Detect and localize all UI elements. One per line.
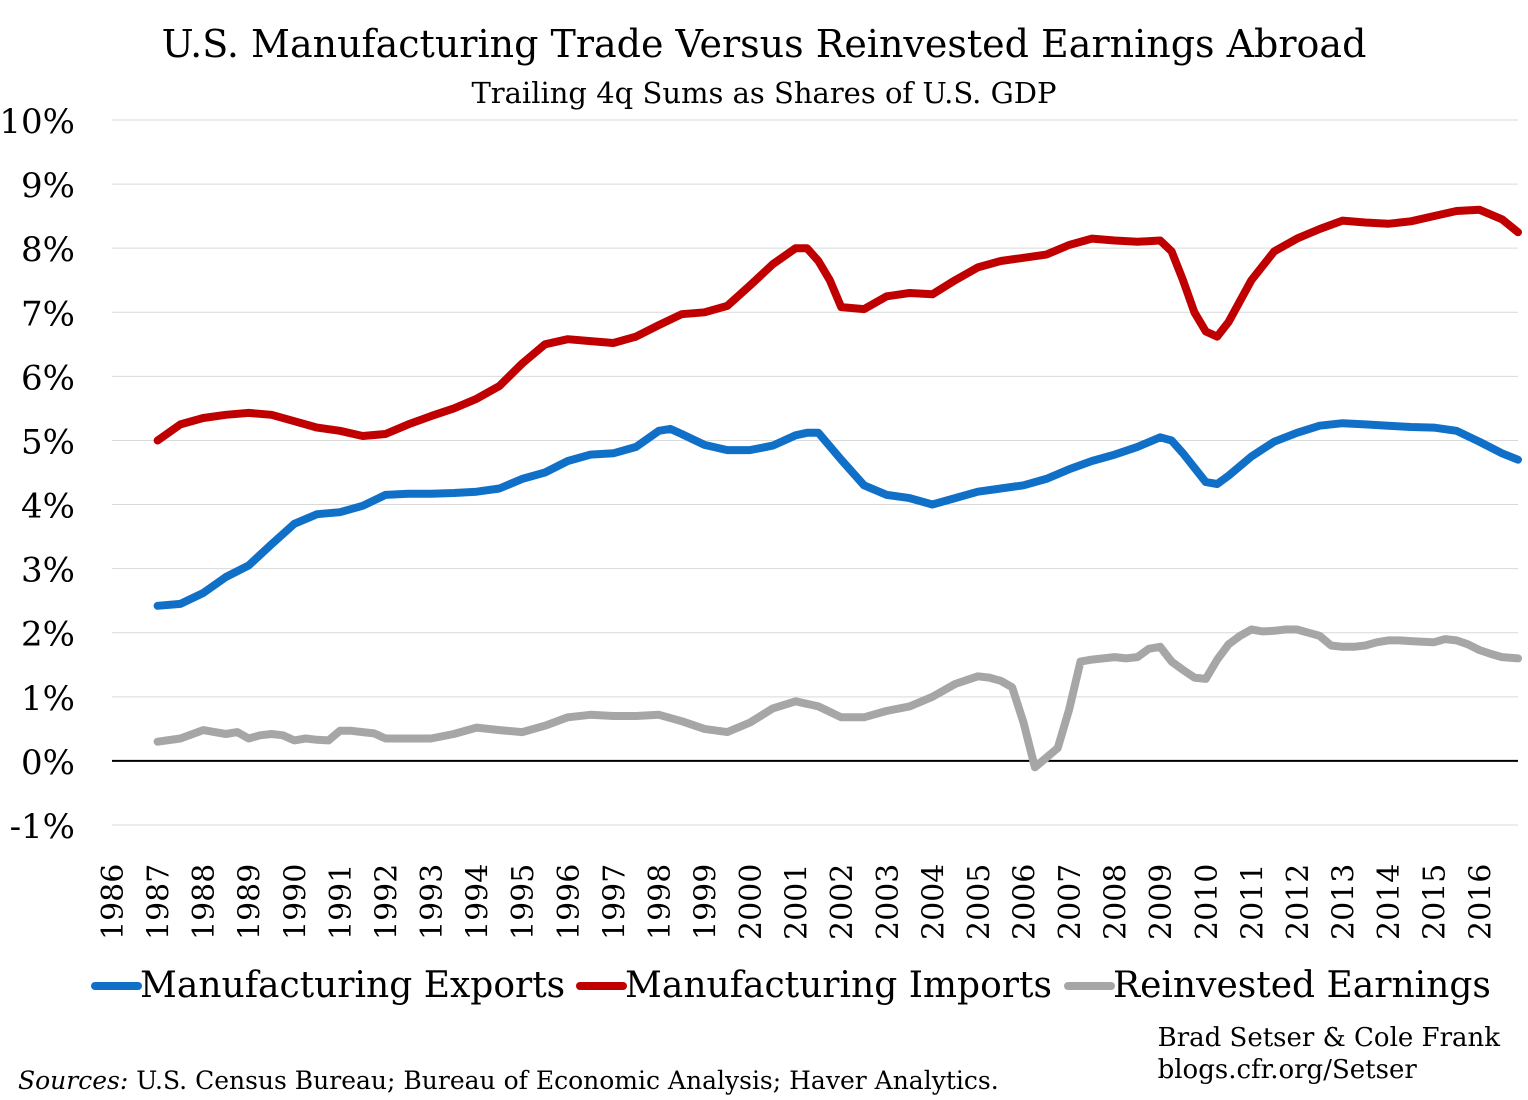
- x-tick-label: 2004: [916, 864, 951, 940]
- x-tick-label: 2015: [1418, 864, 1453, 940]
- y-axis-tick-labels: 10% 9% 8% 7% 6% 5% 4% 3% 2% 1% 0% -1%: [0, 102, 75, 847]
- credit-url: blogs.cfr.org/Setser: [1157, 1055, 1417, 1085]
- x-tick-label: 1997: [597, 864, 632, 940]
- credit-authors: Brad Setser & Cole Frank: [1157, 1023, 1500, 1053]
- x-tick-label: 2016: [1463, 864, 1498, 940]
- x-tick-label: 2003: [871, 864, 906, 940]
- y-tick-label: 8%: [21, 230, 75, 270]
- x-tick-label: 1995: [506, 864, 541, 940]
- y-tick-label: 7%: [21, 294, 75, 334]
- y-tick-label: 2%: [21, 615, 75, 655]
- y-tick-label: 3%: [21, 551, 75, 591]
- y-tick-label: 4%: [21, 487, 75, 527]
- x-tick-label: 1993: [415, 864, 450, 940]
- y-tick-label: 0%: [21, 743, 75, 783]
- x-tick-label: 1999: [688, 864, 723, 940]
- series-line-manufacturing-exports: [153, 419, 1522, 610]
- sources-text: U.S. Census Bureau; Bureau of Economic A…: [128, 1066, 999, 1095]
- x-tick-label: 1992: [369, 864, 404, 940]
- x-tick-label: 2001: [780, 864, 815, 940]
- x-tick-label: 2002: [825, 864, 860, 940]
- x-tick-label: 1987: [142, 864, 177, 940]
- x-axis-tick-labels: 1986 1987 1988 1989 1990 1991 1992 1993 1994 1995…: [96, 864, 1498, 940]
- y-tick-label: 9%: [21, 166, 75, 206]
- legend-label: Manufacturing Exports: [140, 965, 565, 1006]
- x-tick-label: 1989: [233, 864, 268, 940]
- x-tick-label: 1991: [324, 864, 359, 940]
- y-tick-label: 1%: [21, 679, 75, 719]
- x-tick-label: 2010: [1190, 864, 1225, 940]
- y-tick-label: 6%: [21, 358, 75, 398]
- series-line-reinvested-earnings: [153, 625, 1522, 772]
- x-tick-label: 2007: [1053, 864, 1088, 940]
- chart-subtitle: Trailing 4q Sums as Shares of U.S. GDP: [471, 76, 1056, 110]
- x-tick-label: 1996: [552, 864, 587, 940]
- y-tick-label: -1%: [10, 807, 75, 847]
- x-tick-label: 2012: [1281, 864, 1316, 940]
- x-tick-label: 1990: [278, 864, 313, 940]
- sources-lead: Sources:: [18, 1066, 129, 1095]
- series-lines: [153, 205, 1522, 772]
- sources-note: Sources: U.S. Census Bureau; Bureau of E…: [18, 1066, 999, 1095]
- legend: Manufacturing Exports Manufacturing Impor…: [91, 965, 1491, 1006]
- x-tick-label: 2006: [1008, 864, 1043, 940]
- x-tick-label: 2008: [1099, 864, 1134, 940]
- x-tick-label: 1986: [96, 864, 131, 940]
- x-tick-label: 2009: [1144, 864, 1179, 940]
- x-tick-label: 2011: [1235, 864, 1270, 940]
- legend-label: Reinvested Earnings: [1113, 965, 1491, 1006]
- author-credit: Brad Setser & Cole Frank blogs.cfr.org/S…: [1158, 1022, 1500, 1086]
- x-tick-label: 2014: [1372, 864, 1407, 940]
- series-line-manufacturing-imports: [153, 205, 1522, 445]
- x-tick-label: 1994: [461, 864, 496, 940]
- x-tick-label: 2000: [734, 864, 769, 940]
- x-tick-label: 2013: [1327, 864, 1362, 940]
- gridlines: [112, 119, 1518, 826]
- chart-title: U.S. Manufacturing Trade Versus Reinvest…: [162, 22, 1367, 66]
- y-tick-label: 10%: [0, 102, 75, 142]
- x-tick-label: 1988: [187, 864, 222, 940]
- x-tick-label: 1998: [643, 864, 678, 940]
- legend-label: Manufacturing Imports: [625, 965, 1052, 1006]
- y-tick-label: 5%: [21, 422, 75, 462]
- x-tick-label: 2005: [962, 864, 997, 940]
